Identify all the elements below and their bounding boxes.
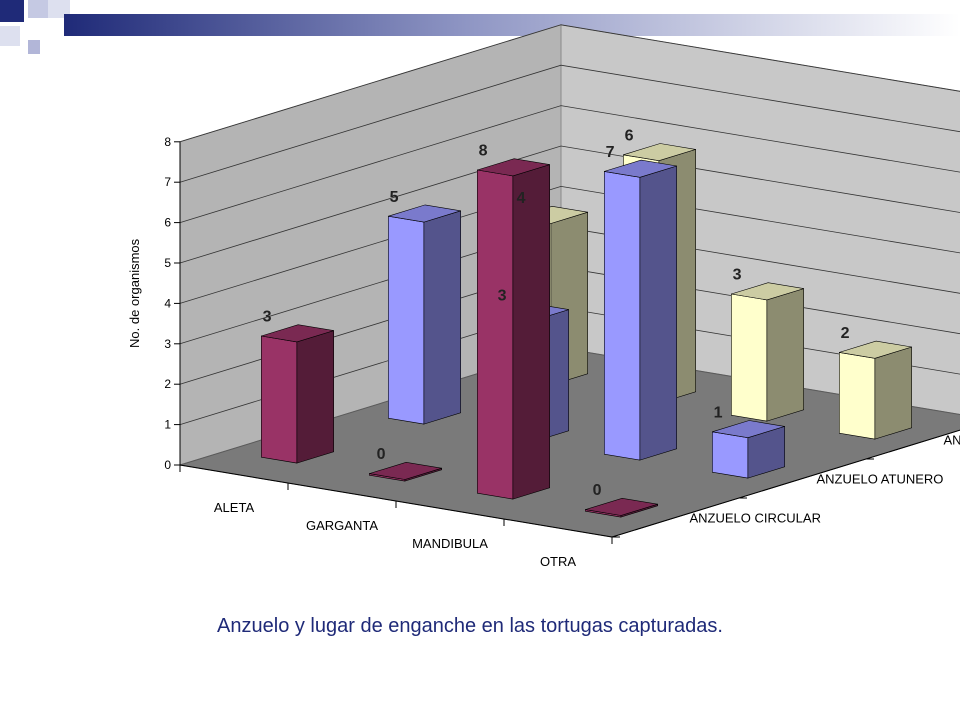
y-tick-label: 2	[164, 377, 171, 391]
y-axis-label: No. de organismos	[127, 238, 142, 348]
depth-axis-line	[611, 429, 960, 538]
bar-side-face	[639, 165, 678, 461]
series-axis-label: ANZUELO CIRCULAR	[690, 511, 821, 526]
bar-anzuelo-circular-otra	[584, 497, 659, 518]
data-label: 0	[377, 446, 386, 463]
y-tick-label: 6	[164, 216, 171, 230]
bar-front-face	[711, 431, 749, 479]
y-tick-label: 7	[164, 175, 171, 189]
y-tick-label: 1	[164, 418, 171, 432]
gridline	[179, 185, 960, 304]
bar-top-face	[388, 204, 461, 223]
y-tick-label: 4	[164, 296, 171, 310]
bar-side-face	[766, 288, 805, 422]
data-label: 7	[606, 144, 615, 161]
bar-anzuelo-circular-garganta	[368, 461, 443, 482]
bar-anzuelo-atunero-otra	[711, 420, 786, 479]
bar-anzuelo-circular-aleta	[260, 324, 335, 464]
bar-front-face	[838, 352, 876, 440]
bar-anzuelo-atunero-mandibula	[603, 159, 678, 461]
x-tick-label: OTRA	[540, 554, 576, 569]
x-tick-label: ALETA	[214, 500, 255, 515]
data-label: 6	[625, 127, 634, 144]
data-label: 2	[841, 325, 850, 342]
bar-top-face	[712, 420, 785, 439]
bar-anzuelo-recto-otra	[838, 340, 913, 440]
bar-top-face	[731, 282, 804, 301]
bar-front-face	[387, 215, 425, 425]
bar-top-face	[369, 461, 442, 480]
bar-front-face	[260, 335, 298, 464]
bar-anzuelo-recto-mandibula	[730, 282, 805, 422]
bar-front-face	[603, 171, 641, 461]
bar-top-face	[477, 158, 550, 177]
bar-top-face	[839, 340, 912, 359]
data-label: 5	[390, 189, 399, 206]
gridline	[179, 24, 960, 143]
data-label: 3	[733, 267, 742, 284]
bar-front-face	[730, 293, 768, 422]
data-label: 1	[714, 404, 723, 421]
bar-top-face	[585, 497, 658, 516]
bar-top-face	[261, 324, 334, 343]
data-label: 8	[479, 143, 488, 160]
y-tick-label: 0	[164, 458, 171, 472]
data-label: 3	[263, 309, 272, 326]
series-axis-label: ANZUELO RECTO	[944, 433, 960, 448]
y-tick-label: 8	[164, 135, 171, 149]
x-tick-label: MANDIBULA	[412, 536, 488, 551]
bar-side-face	[512, 164, 551, 500]
gridline	[179, 105, 960, 223]
series-axis-label: ANZUELO ATUNERO	[817, 472, 944, 487]
y-tick-label: 5	[164, 256, 171, 270]
data-label: 4	[517, 190, 526, 207]
bar-anzuelo-atunero-aleta	[387, 204, 462, 425]
bar-top-face	[623, 143, 696, 162]
chart-caption: Anzuelo y lugar de enganche en las tortu…	[217, 615, 723, 637]
bar-side-face	[296, 330, 335, 464]
bar-front-face	[476, 169, 514, 500]
slide-decoration	[0, 0, 960, 54]
data-label: 0	[593, 482, 602, 499]
y-tick-label: 3	[164, 337, 171, 351]
bar-top-face	[604, 159, 677, 178]
bar-anzuelo-circular-mandibula	[476, 158, 551, 500]
bar-side-face	[423, 210, 462, 425]
gridline	[179, 64, 960, 183]
bar-side-face	[874, 346, 913, 440]
data-label: 3	[498, 288, 507, 305]
x-tick-label: GARGANTA	[306, 518, 378, 533]
gridline	[179, 145, 960, 264]
